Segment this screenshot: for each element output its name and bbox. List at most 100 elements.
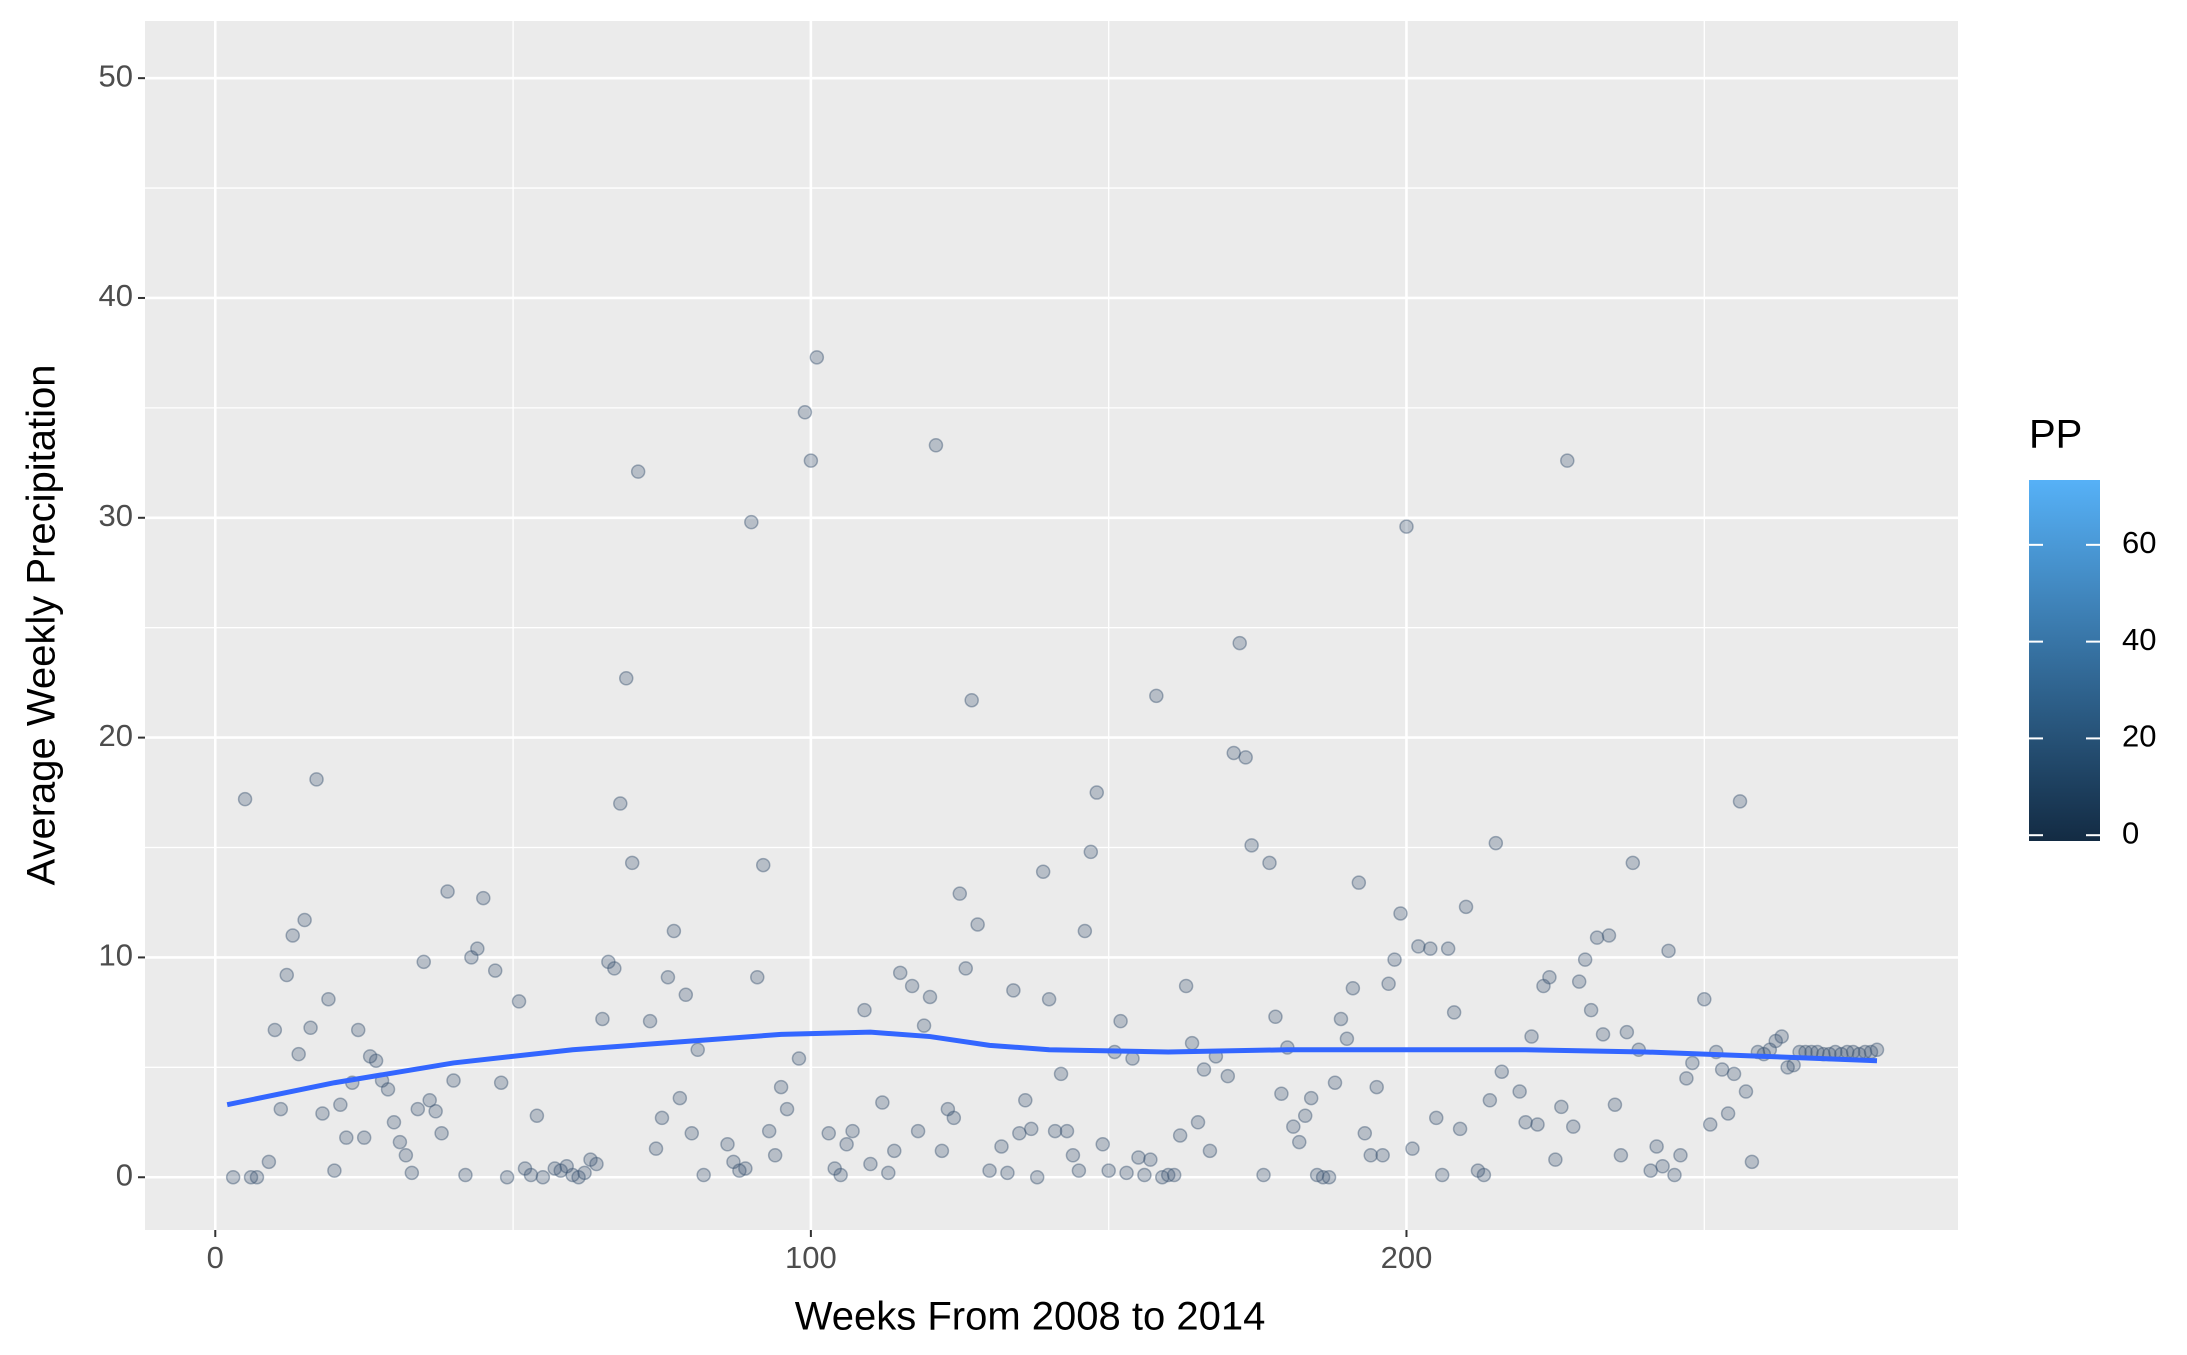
point — [1536, 978, 1551, 994]
point — [1315, 1169, 1331, 1185]
point — [773, 1079, 789, 1095]
point — [225, 1169, 241, 1185]
point — [1035, 864, 1051, 879]
point — [368, 1053, 384, 1068]
point — [1661, 943, 1676, 959]
point — [1399, 519, 1414, 534]
point — [1125, 1051, 1140, 1066]
point — [690, 1042, 705, 1057]
point — [660, 969, 676, 985]
point — [1542, 969, 1557, 985]
point — [666, 923, 682, 939]
point — [1292, 1134, 1307, 1150]
point — [434, 1126, 449, 1141]
point — [1589, 930, 1605, 945]
point — [696, 1167, 711, 1183]
point — [523, 1167, 539, 1183]
point — [1303, 1090, 1319, 1106]
point — [1345, 980, 1361, 996]
point — [267, 1022, 283, 1038]
point — [356, 1130, 372, 1145]
point — [952, 886, 968, 901]
point — [392, 1134, 408, 1150]
y-tick-label: 40 — [99, 278, 133, 313]
point — [1738, 1084, 1754, 1099]
point — [601, 954, 616, 970]
colorbar-label: 40 — [2122, 622, 2156, 657]
point — [726, 1154, 741, 1170]
point — [595, 1011, 610, 1027]
point — [827, 1161, 842, 1176]
point — [1488, 835, 1504, 851]
x-axis-title: Weeks From 2008 to 2014 — [795, 1295, 1266, 1339]
point — [928, 437, 944, 453]
point — [553, 1163, 568, 1178]
point — [589, 1156, 604, 1172]
point — [1160, 1167, 1176, 1183]
point — [1018, 1093, 1033, 1108]
x-tick-label: 200 — [1381, 1240, 1433, 1275]
point — [279, 967, 295, 983]
point — [1518, 1115, 1533, 1130]
point — [1089, 785, 1105, 800]
point — [922, 989, 938, 1005]
point — [1470, 1163, 1486, 1178]
point — [1375, 1148, 1390, 1163]
point — [857, 1002, 872, 1018]
point — [833, 1167, 848, 1183]
point — [1119, 1165, 1134, 1181]
point — [1077, 923, 1093, 939]
point — [624, 855, 640, 871]
point — [618, 671, 634, 686]
point — [1131, 1150, 1146, 1165]
point — [1524, 1029, 1539, 1044]
point — [1059, 1123, 1075, 1139]
point — [1065, 1148, 1081, 1163]
point — [1583, 1002, 1599, 1018]
point — [732, 1163, 747, 1178]
point — [350, 1022, 366, 1038]
point — [559, 1159, 574, 1174]
colorbar — [2029, 480, 2100, 841]
point — [809, 350, 825, 365]
point — [755, 857, 771, 873]
point — [1494, 1064, 1510, 1079]
point — [1000, 1165, 1015, 1181]
point — [499, 1169, 515, 1185]
point — [750, 969, 765, 985]
colorbar-label: 20 — [2122, 719, 2156, 754]
point — [678, 987, 694, 1003]
point — [1137, 1167, 1152, 1183]
x-tick-label: 0 — [207, 1240, 224, 1275]
point — [1190, 1115, 1206, 1130]
point — [1053, 1066, 1069, 1082]
point — [1393, 906, 1408, 921]
point — [1458, 899, 1474, 915]
point — [1571, 974, 1587, 989]
point — [1429, 1110, 1444, 1126]
point — [821, 1126, 836, 1141]
point — [410, 1101, 426, 1117]
point — [339, 1130, 354, 1145]
point — [1232, 635, 1247, 651]
point — [791, 1051, 807, 1066]
point — [761, 1123, 777, 1139]
point — [565, 1167, 580, 1183]
point — [1601, 928, 1617, 943]
point — [476, 890, 491, 906]
point — [1595, 1027, 1611, 1042]
point — [1023, 1121, 1039, 1137]
point — [446, 1073, 461, 1088]
point — [1220, 1068, 1236, 1084]
point — [1184, 1035, 1200, 1051]
point — [362, 1049, 378, 1064]
point — [1714, 1062, 1730, 1077]
point — [684, 1126, 700, 1141]
point — [1607, 1097, 1623, 1112]
point — [1012, 1126, 1027, 1141]
point — [309, 772, 324, 787]
point — [970, 917, 985, 932]
point — [1357, 1126, 1373, 1141]
point — [535, 1169, 551, 1185]
point — [1071, 1163, 1087, 1178]
